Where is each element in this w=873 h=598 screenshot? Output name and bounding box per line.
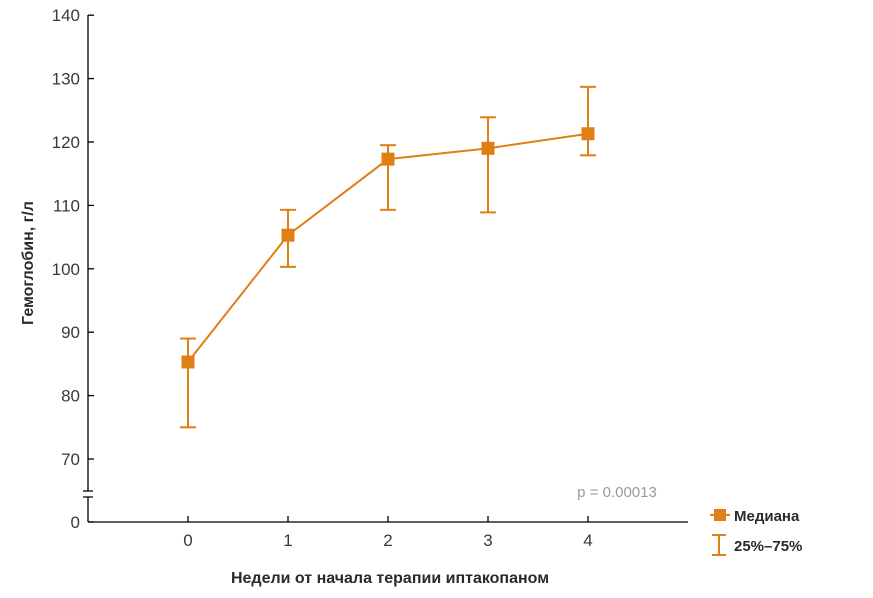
legend-median-label: Медиана xyxy=(734,508,800,525)
y-axis-break-mark xyxy=(83,490,93,498)
x-tick-label: 3 xyxy=(483,531,492,550)
y-tick-label: 110 xyxy=(53,196,80,215)
p-value-annotation: p = 0.00013 xyxy=(577,484,657,501)
y-tick-label: 130 xyxy=(52,70,80,89)
y-tick-label: 120 xyxy=(52,133,80,152)
data-point-marker xyxy=(381,152,395,166)
y-tick-label: 80 xyxy=(61,387,80,406)
x-tick-label: 4 xyxy=(583,531,592,550)
y-axis-title: Гемоглобин, г/л xyxy=(20,201,37,325)
y-tick-label: 140 xyxy=(52,6,80,25)
legend: Медиана 25%–75% xyxy=(710,508,802,556)
y-tick-label: 70 xyxy=(61,450,80,469)
x-axis-title: Недели от начала терапии иптакопаном xyxy=(231,570,549,587)
data-point-marker xyxy=(581,127,595,141)
data-point-marker xyxy=(181,355,195,369)
x-tick-label: 2 xyxy=(383,531,392,550)
x-tick-label: 1 xyxy=(283,531,292,550)
y-tick-label: 90 xyxy=(61,323,80,342)
x-tick-label: 0 xyxy=(183,531,192,550)
y-tick-label: 100 xyxy=(52,260,80,279)
data-point-marker xyxy=(281,228,295,242)
y-tick-label: 0 xyxy=(71,513,80,532)
legend-median-symbol xyxy=(710,509,730,521)
legend-iqr-symbol xyxy=(712,534,726,556)
legend-median-marker xyxy=(714,509,726,521)
data-point-marker xyxy=(481,141,495,155)
legend-iqr-label: 25%–75% xyxy=(734,538,802,555)
